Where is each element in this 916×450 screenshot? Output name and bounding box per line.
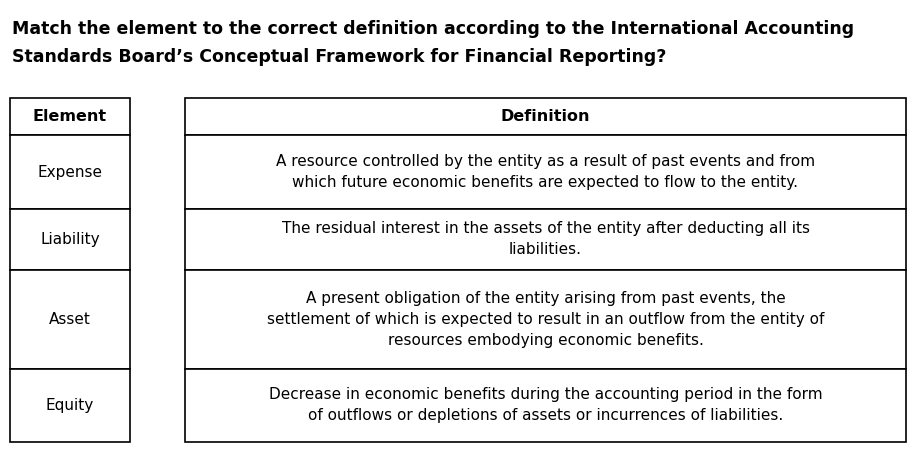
Text: Match the element to the correct definition according to the International Accou: Match the element to the correct definit… xyxy=(12,20,854,38)
Text: The residual interest in the assets of the entity after deducting all its
liabil: The residual interest in the assets of t… xyxy=(281,221,810,257)
Bar xyxy=(185,270,906,369)
Bar xyxy=(185,98,906,135)
Text: A present obligation of the entity arising from past events, the
settlement of w: A present obligation of the entity arisi… xyxy=(267,291,824,348)
Text: A resource controlled by the entity as a result of past events and from
which fu: A resource controlled by the entity as a… xyxy=(276,154,815,190)
Bar xyxy=(10,209,130,270)
Text: Asset: Asset xyxy=(49,312,91,327)
Bar xyxy=(185,135,906,209)
Bar xyxy=(10,270,130,369)
Text: Expense: Expense xyxy=(38,165,103,180)
Text: Standards Board’s Conceptual Framework for Financial Reporting?: Standards Board’s Conceptual Framework f… xyxy=(12,48,666,66)
Bar xyxy=(10,369,130,442)
Text: Decrease in economic benefits during the accounting period in the form
of outflo: Decrease in economic benefits during the… xyxy=(268,387,823,423)
Bar xyxy=(185,369,906,442)
Text: Liability: Liability xyxy=(40,232,100,247)
Bar xyxy=(185,209,906,270)
Text: Equity: Equity xyxy=(46,398,94,413)
Bar xyxy=(10,135,130,209)
Text: Element: Element xyxy=(33,109,107,124)
Text: Definition: Definition xyxy=(501,109,590,124)
Bar xyxy=(10,98,130,135)
